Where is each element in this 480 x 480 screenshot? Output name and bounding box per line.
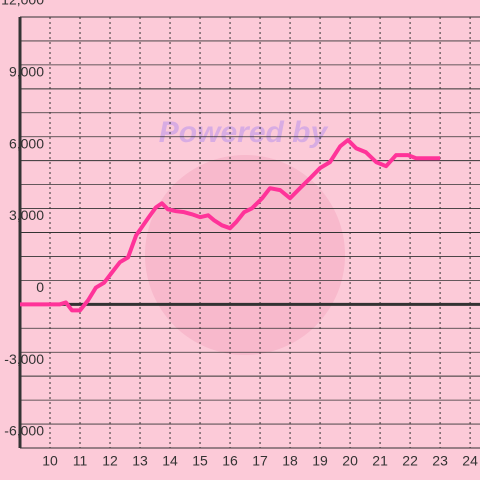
watermark: Powered by: [159, 116, 329, 149]
y-tick-label: 9,000: [9, 64, 44, 80]
x-tick-label: 11: [73, 453, 88, 469]
x-tick-label: 16: [222, 453, 238, 469]
y-tick-label: 0: [36, 279, 44, 295]
x-tick-label: 13: [132, 453, 148, 469]
x-tick-label: 20: [342, 453, 358, 469]
x-tick-label: 22: [402, 453, 418, 469]
y-tick-label: 12,000: [1, 0, 44, 8]
data-line: [20, 138, 441, 313]
x-tick-label: 21: [372, 453, 388, 469]
y-tick-label: -6,000: [4, 423, 44, 439]
x-tick-label: 24: [462, 453, 478, 469]
x-tick-label: 17: [252, 453, 268, 469]
x-tick-label: 12: [102, 453, 118, 469]
x-tick-label: 14: [162, 453, 178, 469]
x-tick-label: 19: [312, 453, 328, 469]
x-tick-label: 15: [192, 453, 208, 469]
y-tick-label: 6,000: [9, 135, 44, 151]
y-tick-label: -3,000: [4, 351, 44, 367]
y-tick-label: 3,000: [9, 207, 44, 223]
x-tick-label: 23: [432, 453, 448, 469]
x-tick-label: 18: [282, 453, 298, 469]
x-tick-label: 10: [42, 453, 58, 469]
